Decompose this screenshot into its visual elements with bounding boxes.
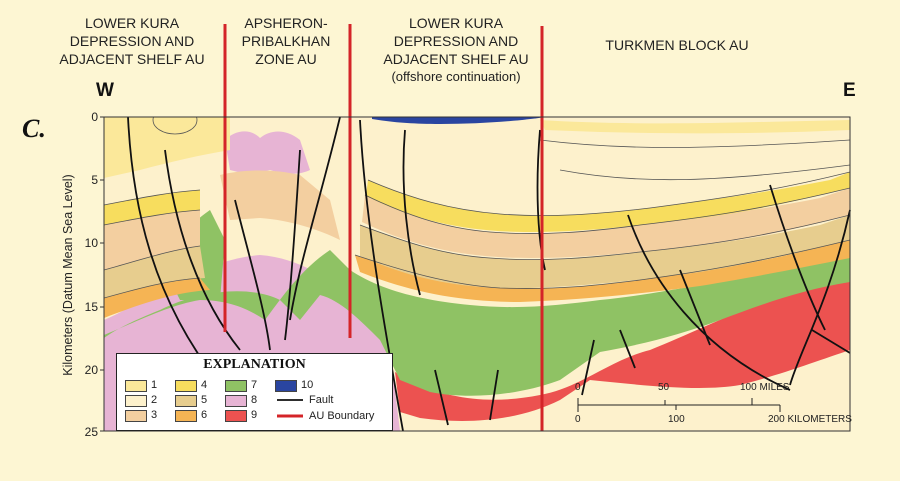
legend-swatch-6: [175, 410, 197, 422]
scale-km-0: 0: [575, 414, 581, 425]
unit-9-area: [395, 280, 850, 421]
fault-line: [234, 199, 271, 351]
legend-boundary-label: AU Boundary: [309, 410, 375, 422]
au-label-lower-kura-offshore: LOWER KURA DEPRESSION AND ADJACENT SHELF…: [383, 15, 529, 84]
west-label: W: [96, 80, 114, 101]
legend-swatch-2: [125, 395, 147, 407]
unit-6-band: [104, 278, 210, 318]
legend-label-4: 4: [201, 379, 208, 391]
legend-swatch-8: [225, 395, 247, 407]
y-tick-25: 25: [84, 425, 98, 439]
legend-swatch-10: [275, 380, 297, 392]
legend-label-1: 1: [151, 379, 158, 391]
fault-line: [789, 209, 851, 386]
unit-7-area: [104, 240, 850, 396]
unit-10-sea: [372, 117, 545, 124]
section-frame: [103, 116, 851, 432]
apsheron-fold-lower: [220, 170, 340, 240]
panel-label: C.: [22, 114, 46, 143]
fault-line: [359, 119, 404, 432]
unit-4-band: [104, 190, 200, 225]
legend-label-3: 3: [151, 409, 158, 421]
legend-swatch-5: [175, 395, 197, 407]
legend-line-icons: [277, 399, 303, 418]
scale-km-100: 100: [668, 414, 685, 425]
unit-5-band-east: [360, 215, 850, 289]
legend-swatch-4: [175, 380, 197, 392]
au-boundaries: [223, 24, 544, 431]
y-tick-0: 0: [91, 110, 98, 124]
unit-4-band-east: [366, 172, 850, 232]
legend-fault-label: Fault: [309, 394, 334, 406]
y-axis-ticks: [100, 116, 104, 432]
au-label-lower-kura-west: LOWER KURA DEPRESSION AND ADJACENT SHELF…: [59, 15, 205, 67]
unit-5-band: [104, 246, 205, 298]
y-tick-15: 15: [84, 300, 98, 314]
fault-line: [434, 369, 449, 426]
fault-line: [627, 214, 791, 391]
legend-swatch-9: [225, 410, 247, 422]
legend-box: EXPLANATION 1 2 3 4 5 6 7 8 9 10 Fault A…: [116, 353, 393, 431]
fault-line: [402, 129, 421, 296]
legend-swatch-3: [125, 410, 147, 422]
fault-line: [289, 116, 341, 321]
scale-miles-50: 50: [658, 382, 670, 393]
scale-bar: [577, 398, 781, 412]
fault-line: [679, 269, 711, 346]
y-tick-10: 10: [84, 236, 98, 250]
legend-label-6: 6: [201, 409, 208, 421]
scale-miles-100: 100 MILES: [740, 382, 790, 393]
fault-line: [489, 369, 499, 421]
apsheron-fold: [225, 131, 310, 175]
scale-miles-0: 0: [575, 382, 581, 393]
legend-swatch-1: [125, 380, 147, 392]
legend-swatch-7: [225, 380, 247, 392]
fault-line: [769, 184, 826, 331]
legend-title: EXPLANATION: [203, 357, 306, 372]
unit-1-mound: [152, 117, 198, 135]
fault-line: [619, 329, 636, 369]
legend-label-8: 8: [251, 394, 258, 406]
unit-1-top-east: [540, 120, 850, 134]
y-tick-5: 5: [91, 173, 98, 187]
east-label: E: [843, 80, 856, 101]
fault-line: [581, 339, 595, 396]
scale-km-200: 200 KILOMETERS: [768, 414, 852, 425]
fault-line: [284, 149, 301, 341]
legend-label-5: 5: [201, 394, 208, 406]
legend-label-7: 7: [251, 379, 258, 391]
au-label-apsheron: APSHERON- PRIBALKHAN ZONE AU: [241, 15, 331, 67]
legend-label-9: 9: [251, 409, 258, 421]
y-tick-20: 20: [84, 363, 98, 377]
unit-3-band: [104, 210, 200, 270]
legend-label-2: 2: [151, 394, 158, 406]
unit-1-top-west: [104, 117, 230, 178]
au-label-turkmen: TURKMEN BLOCK AU: [605, 37, 749, 53]
fault-line: [811, 329, 851, 354]
legend-label-10: 10: [301, 379, 314, 391]
